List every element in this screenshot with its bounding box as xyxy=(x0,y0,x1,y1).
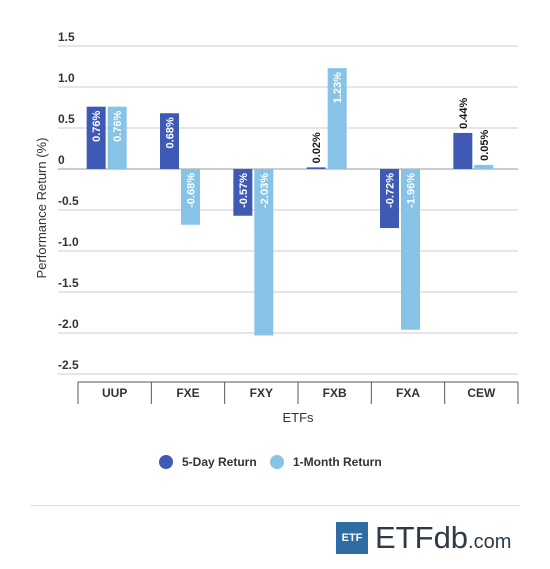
bar-cew-5day xyxy=(453,132,473,169)
x-tick-label: FXY xyxy=(250,386,273,400)
logo-etf-text: ETF xyxy=(375,520,434,555)
y-tick-label: 1.0 xyxy=(58,71,75,85)
data-label: 1.23% xyxy=(332,72,344,103)
data-label: 0.44% xyxy=(458,98,470,129)
bar-fxa-1month xyxy=(401,169,420,330)
bar-fxy-5day xyxy=(233,169,253,216)
bar-uup-1month xyxy=(107,106,127,169)
y-tick-label: -2.0 xyxy=(58,317,79,331)
data-label: -0.57% xyxy=(238,173,250,208)
x-tick-label: FXA xyxy=(396,386,420,400)
x-tick-label: FXE xyxy=(176,386,199,400)
y-tick-label: 0 xyxy=(58,153,65,167)
bar-fxb-5day xyxy=(306,167,326,169)
footer-divider xyxy=(30,505,520,506)
data-label: -2.03% xyxy=(259,173,271,208)
bar-chart: 1.51.00.50-0.5-1.0-1.5-2.0-2.5 0.76% 0.76… xyxy=(34,30,519,469)
bar-fxa-5day xyxy=(380,169,399,229)
y-tick-label: 0.5 xyxy=(58,112,75,126)
x-axis-title: ETFs xyxy=(282,410,314,425)
data-label: 0.05% xyxy=(479,129,491,160)
legend-swatch xyxy=(159,455,173,469)
x-tick-label: UUP xyxy=(102,386,127,400)
data-labels: 0.76% 0.76% 0.68% -0.68% -0.57% -2.03% 0.02% 1.… xyxy=(91,72,491,208)
y-tick-labels: 1.5 1.0 0.5 0 -0.5 -1.0 -1.5 -2.0 -2.5 xyxy=(58,30,79,372)
bar-uup-5day xyxy=(86,106,106,169)
data-label: 0.76% xyxy=(112,110,124,141)
logo-wordmark: ETF db .com xyxy=(375,520,511,556)
gridlines xyxy=(58,45,518,375)
x-tick-label: CEW xyxy=(467,386,496,400)
bars xyxy=(86,68,494,336)
data-label: -0.72% xyxy=(385,173,397,208)
bar-fxy-1month xyxy=(254,169,274,336)
bar-fxb-1month xyxy=(327,68,347,169)
y-tick-label: -1.5 xyxy=(58,276,79,290)
x-tick-label: FXB xyxy=(323,386,347,400)
logo-com-text: .com xyxy=(468,531,512,553)
logo-mark: ETF xyxy=(336,522,368,554)
legend-label: 5-Day Return xyxy=(182,455,257,469)
etfdb-logo: ETF ETF db .com xyxy=(336,520,511,556)
y-tick-label: -1.0 xyxy=(58,235,79,249)
x-axis: UUP FXE FXY FXB FXA CEW xyxy=(77,381,519,404)
bar-fxe-1month xyxy=(181,169,200,225)
y-tick-label: -0.5 xyxy=(58,194,79,208)
data-label: -1.96% xyxy=(406,173,418,208)
legend-swatch xyxy=(270,455,284,469)
data-label: 0.02% xyxy=(311,132,323,163)
logo-db-text: db xyxy=(433,520,469,555)
bar-cew-1month xyxy=(474,164,494,169)
y-tick-label: 1.5 xyxy=(58,30,75,44)
y-axis-title: Performance Return (%) xyxy=(34,138,49,279)
legend: 5-Day Return 1-Month Return xyxy=(159,455,382,469)
bar-fxe-5day xyxy=(160,113,179,169)
data-label: 0.68% xyxy=(165,117,177,148)
data-label: 0.76% xyxy=(91,110,103,141)
legend-label: 1-Month Return xyxy=(293,455,382,469)
data-label: -0.68% xyxy=(186,173,198,208)
y-tick-label: -2.5 xyxy=(58,358,79,372)
